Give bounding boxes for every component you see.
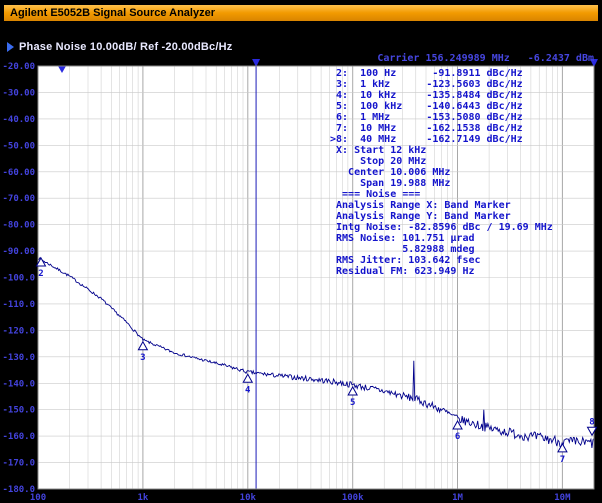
marker-triangle-icon[interactable] (347, 385, 359, 396)
y-axis-label: -20.00 (2, 62, 35, 72)
marker-table-line: Stop 20 MHz (330, 156, 427, 167)
trace-marker-3[interactable]: 3 (137, 340, 149, 363)
marker-table-line: === Noise === (330, 189, 421, 200)
y-axis-label: -80.00 (2, 221, 35, 231)
marker-table-line: Residual FM: 623.949 Hz (330, 266, 475, 277)
marker-triangle-icon[interactable] (242, 373, 254, 383)
phase-noise-trace (37, 256, 595, 449)
trace-select-icon (7, 42, 14, 52)
marker-table-line: X: Start 12 kHz (330, 145, 427, 156)
marker-table-line: Span 19.988 MHz (330, 178, 451, 189)
trace-header[interactable]: Phase Noise 10.00dB/ Ref -20.00dBc/Hz (7, 41, 232, 53)
y-axis-label: -180.0 (2, 485, 35, 495)
ref-level-indicator-icon (58, 66, 66, 73)
window-title: Agilent E5052B Signal Source Analyzer (10, 7, 215, 19)
x-axis-label: 100k (342, 493, 364, 503)
y-axis-label: -40.00 (2, 115, 35, 125)
marker-readout-table: 2: 100 Hz -91.8911 dBc/Hz 3: 1 kHz -123.… (330, 68, 553, 277)
y-axis-label: -30.00 (2, 88, 35, 98)
marker-table-line: 6: 1 MHz -153.5080 dBc/Hz (330, 112, 523, 123)
marker-number-label: 3 (140, 353, 145, 363)
marker-table-line: RMS Noise: 101.751 μrad (330, 233, 475, 244)
y-axis-label: -90.00 (2, 247, 35, 257)
marker-table-line: 4: 10 kHz -135.8484 dBc/Hz (330, 90, 523, 101)
band-marker-flag-icon[interactable] (252, 59, 261, 67)
marker-table-line: 7: 10 MHz -162.1538 dBc/Hz (330, 123, 523, 134)
band-marker-flag-icon[interactable] (590, 59, 598, 67)
carrier-readout: Carrier 156.249989 MHz -6.2437 dBm (377, 53, 594, 64)
marker-triangle-icon[interactable] (137, 340, 149, 351)
y-axis-label: -130.0 (2, 353, 35, 363)
marker-number-label: 8 (589, 417, 594, 427)
window-titlebar[interactable]: Agilent E5052B Signal Source Analyzer (4, 5, 598, 21)
marker-table-line: 5: 100 kHz -140.6443 dBc/Hz (330, 101, 523, 112)
trace-marker-5[interactable]: 5 (347, 385, 359, 408)
y-axis-label: -50.00 (2, 141, 35, 151)
marker-number-label: 6 (455, 432, 460, 442)
y-axis-label: -170.0 (2, 459, 35, 469)
marker-triangle-icon[interactable] (586, 426, 598, 437)
marker-number-label: 2 (38, 269, 43, 279)
trace-scale-label: Phase Noise 10.00dB/ Ref -20.00dBc/Hz (19, 41, 233, 53)
marker-triangle-icon[interactable] (557, 442, 568, 453)
trace-marker-6[interactable]: 6 (452, 419, 463, 442)
trace-marker-4[interactable]: 4 (242, 373, 254, 395)
y-axis-label: -120.0 (2, 326, 35, 336)
trace-marker-8[interactable]: 8 (586, 417, 598, 437)
marker-number-label: 5 (350, 398, 355, 408)
marker-triangle-icon[interactable] (35, 257, 47, 267)
marker-table-line: Intg Noise: -82.8596 dBc / 19.69 MHz (330, 222, 553, 233)
marker-table-line: >8: 40 MHz -162.7149 dBc/Hz (330, 134, 523, 145)
marker-triangle-icon[interactable] (452, 419, 463, 430)
y-axis-label: -100.0 (2, 274, 35, 284)
x-axis-label: 1k (137, 493, 148, 503)
x-axis-label: 100 (30, 493, 46, 503)
marker-number-label: 7 (560, 455, 565, 465)
y-axis-label: -150.0 (2, 406, 35, 416)
x-axis-label: 10M (554, 493, 571, 503)
marker-table-line: 3: 1 kHz -123.5603 dBc/Hz (330, 79, 523, 90)
plot-frame (37, 65, 595, 490)
y-axis-label: -60.00 (2, 168, 35, 178)
x-axis-label: 1M (452, 493, 463, 503)
marker-table-line: Analysis Range X: Band Marker (330, 200, 511, 211)
marker-table-line: 5.82988 mdeg (330, 244, 475, 255)
marker-table-line: 2: 100 Hz -91.8911 dBc/Hz (330, 68, 523, 79)
y-axis-label: -140.0 (2, 379, 35, 389)
marker-table-line: Center 10.006 MHz (330, 167, 451, 178)
carrier-frequency: Carrier 156.249989 MHz (377, 53, 510, 64)
trace-marker-7[interactable]: 7 (557, 442, 568, 465)
y-axis-label: -160.0 (2, 432, 35, 442)
marker-number-label: 4 (245, 385, 251, 395)
marker-table-line: RMS Jitter: 103.642 fsec (330, 255, 481, 266)
y-axis-label: -70.00 (2, 194, 35, 204)
trace-marker-2[interactable]: 2 (35, 257, 47, 279)
x-axis-label: 10k (240, 493, 257, 503)
carrier-power: -6.2437 dBm (527, 53, 594, 64)
y-axis-label: -110.0 (2, 300, 35, 310)
marker-table-line: Analysis Range Y: Band Marker (330, 211, 511, 222)
